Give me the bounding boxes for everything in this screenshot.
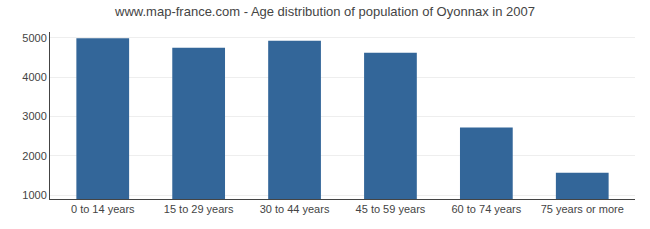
svg-text:15 to 29 years: 15 to 29 years (164, 203, 234, 215)
svg-text:45 to 59 years: 45 to 59 years (356, 203, 426, 215)
svg-text:1000: 1000 (22, 189, 46, 201)
svg-text:60 to 74 years: 60 to 74 years (451, 203, 521, 215)
svg-text:5000: 5000 (22, 32, 46, 44)
svg-text:30 to 44 years: 30 to 44 years (260, 203, 330, 215)
svg-text:2000: 2000 (22, 150, 46, 162)
svg-text:www.map-france.com - Age distr: www.map-france.com - Age distribution of… (114, 4, 535, 19)
svg-text:75 years or more: 75 years or more (541, 203, 624, 215)
svg-text:3000: 3000 (22, 110, 46, 122)
svg-text:4000: 4000 (22, 71, 46, 83)
svg-text:0 to 14 years: 0 to 14 years (71, 203, 135, 215)
